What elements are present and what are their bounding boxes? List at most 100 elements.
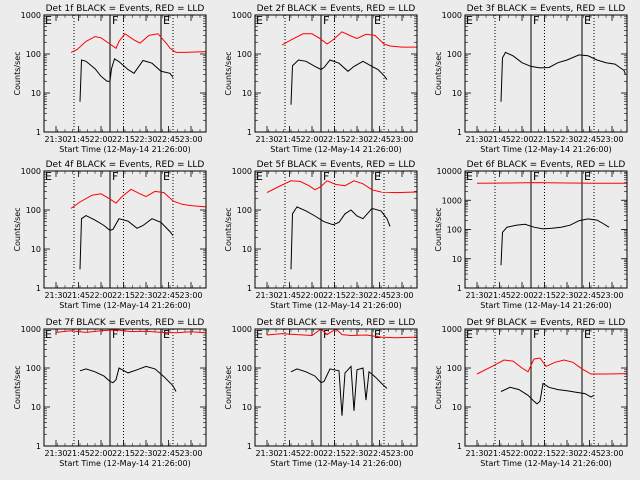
x-tick-label: 22:45 bbox=[157, 449, 180, 458]
chart-det1: Det 1f BLACK = Events, RED = LLD 1 10 100 10… bbox=[13, 4, 207, 154]
chart-det8: Det 8f BLACK = Events, RED = LLD 1 10 100 10… bbox=[224, 318, 418, 468]
y-tick-label: 1000 bbox=[442, 11, 462, 20]
plot-frame bbox=[254, 328, 418, 447]
x-tick-label: 23:00 bbox=[390, 135, 413, 144]
region-label: F bbox=[533, 170, 539, 183]
region-label: E bbox=[256, 14, 263, 27]
x-tick-label: 22:45 bbox=[368, 449, 391, 458]
x-tick-label: 22:00 bbox=[89, 449, 112, 458]
chart-title: Det 9f BLACK = Events, RED = LLD bbox=[467, 318, 626, 328]
x-axis-label: Start Time (12-May-14 21:26:00) bbox=[480, 145, 611, 154]
x-tick-label: 22:15 bbox=[112, 291, 135, 300]
x-axis-label: Start Time (12-May-14 21:26:00) bbox=[59, 459, 190, 468]
y-tick-label: 100 bbox=[237, 50, 252, 59]
y-tick-label: 1 bbox=[36, 128, 41, 137]
region-label: E bbox=[466, 328, 473, 341]
region-label: F bbox=[112, 328, 118, 341]
y-tick-label: 10 bbox=[452, 89, 462, 98]
series-events-line bbox=[79, 215, 174, 270]
y-tick-label: 1000 bbox=[21, 167, 41, 176]
y-tick-label: 10 bbox=[242, 245, 252, 254]
chart-det9: Det 9f BLACK = Events, RED = LLD 1 10 100 10… bbox=[434, 318, 628, 468]
series-events-line bbox=[500, 51, 626, 102]
x-tick-label: 22:45 bbox=[578, 449, 601, 458]
x-tick-label: 21:30 bbox=[44, 449, 67, 458]
x-tick-label: 23:00 bbox=[390, 449, 413, 458]
x-axis-label: Start Time (12-May-14 21:26:00) bbox=[270, 145, 401, 154]
y-tick-label: 1000 bbox=[442, 196, 462, 205]
y-axis-label: Counts/sec bbox=[13, 365, 22, 409]
y-tick-label: 10 bbox=[31, 245, 41, 254]
x-tick-label: 22:45 bbox=[368, 291, 391, 300]
x-axis-label: Start Time (12-May-14 21:26:00) bbox=[480, 301, 611, 310]
x-tick-label: 22:30 bbox=[555, 291, 578, 300]
x-tick-label: 23:00 bbox=[600, 135, 623, 144]
series-events-line bbox=[290, 59, 388, 105]
series-events-line bbox=[79, 365, 177, 392]
x-tick-label: 21:45 bbox=[67, 135, 90, 144]
x-tick-label: 22:30 bbox=[555, 449, 578, 458]
series-lld-line bbox=[70, 33, 207, 53]
series-events-line bbox=[500, 382, 595, 405]
x-tick-label: 22:00 bbox=[300, 291, 323, 300]
series-lld-line bbox=[281, 31, 417, 48]
plot-frame bbox=[464, 14, 628, 133]
chart-title: Det 8f BLACK = Events, RED = LLD bbox=[257, 318, 416, 328]
y-tick-label: 10 bbox=[452, 255, 462, 264]
series-lld-line bbox=[266, 180, 418, 194]
x-tick-label: 22:15 bbox=[323, 449, 346, 458]
x-tick-label: 22:30 bbox=[555, 135, 578, 144]
x-tick-label: 22:15 bbox=[112, 135, 135, 144]
y-tick-label: 10 bbox=[31, 89, 41, 98]
x-tick-label: 23:00 bbox=[600, 291, 623, 300]
region-label: E bbox=[163, 170, 170, 183]
x-tick-label: 22:30 bbox=[345, 291, 368, 300]
region-label: F bbox=[533, 14, 539, 27]
y-axis-label: Counts/sec bbox=[224, 207, 233, 251]
y-tick-label: 10 bbox=[452, 403, 462, 412]
x-axis-label: Start Time (12-May-14 21:26:00) bbox=[59, 145, 190, 154]
chart-det2: Det 2f BLACK = Events, RED = LLD 1 10 100 10… bbox=[224, 4, 418, 154]
plot-frame bbox=[464, 170, 628, 289]
x-tick-label: 22:00 bbox=[510, 449, 533, 458]
plot-frame bbox=[43, 170, 207, 289]
region-label: E bbox=[256, 328, 263, 341]
y-tick-label: 10 bbox=[242, 89, 252, 98]
y-axis-label: Counts/sec bbox=[434, 207, 443, 251]
y-tick-label: 1 bbox=[247, 128, 252, 137]
x-tick-label: 22:45 bbox=[368, 135, 391, 144]
region-label: E bbox=[45, 14, 52, 27]
region-label: F bbox=[533, 328, 539, 341]
y-tick-label: 1 bbox=[247, 284, 252, 293]
x-tick-label: 22:45 bbox=[578, 135, 601, 144]
y-tick-label: 100 bbox=[447, 50, 462, 59]
chart-title: Det 3f BLACK = Events, RED = LLD bbox=[467, 4, 626, 14]
region-label: E bbox=[374, 170, 381, 183]
y-tick-label: 100 bbox=[26, 206, 41, 215]
y-tick-label: 1 bbox=[36, 442, 41, 451]
x-tick-label: 23:00 bbox=[179, 291, 202, 300]
region-label: E bbox=[374, 328, 381, 341]
y-tick-label: 100 bbox=[237, 206, 252, 215]
y-axis-label: Counts/sec bbox=[224, 365, 233, 409]
y-axis-label: Counts/sec bbox=[224, 51, 233, 95]
x-tick-label: 22:30 bbox=[134, 449, 157, 458]
x-tick-label: 22:00 bbox=[89, 135, 112, 144]
x-axis-label: Start Time (12-May-14 21:26:00) bbox=[270, 301, 401, 310]
x-tick-label: 22:15 bbox=[112, 449, 135, 458]
chart-det5: Det 5f BLACK = Events, RED = LLD 1 10 100 10… bbox=[224, 160, 418, 310]
chart-title: Det 4f BLACK = Events, RED = LLD bbox=[46, 160, 205, 170]
region-label: E bbox=[584, 14, 591, 27]
x-tick-label: 21:30 bbox=[44, 135, 67, 144]
y-tick-label: 1000 bbox=[21, 325, 41, 334]
x-tick-label: 21:30 bbox=[44, 291, 67, 300]
y-axis-label: Counts/sec bbox=[13, 207, 22, 251]
x-tick-label: 21:45 bbox=[278, 449, 301, 458]
x-tick-label: 22:00 bbox=[510, 291, 533, 300]
x-tick-label: 23:00 bbox=[600, 449, 623, 458]
x-tick-label: 22:15 bbox=[533, 449, 556, 458]
region-label: E bbox=[584, 328, 591, 341]
chart-title: Det 6f BLACK = Events, RED = LLD bbox=[467, 160, 626, 170]
x-tick-label: 23:00 bbox=[179, 449, 202, 458]
series-lld-line bbox=[55, 329, 207, 334]
